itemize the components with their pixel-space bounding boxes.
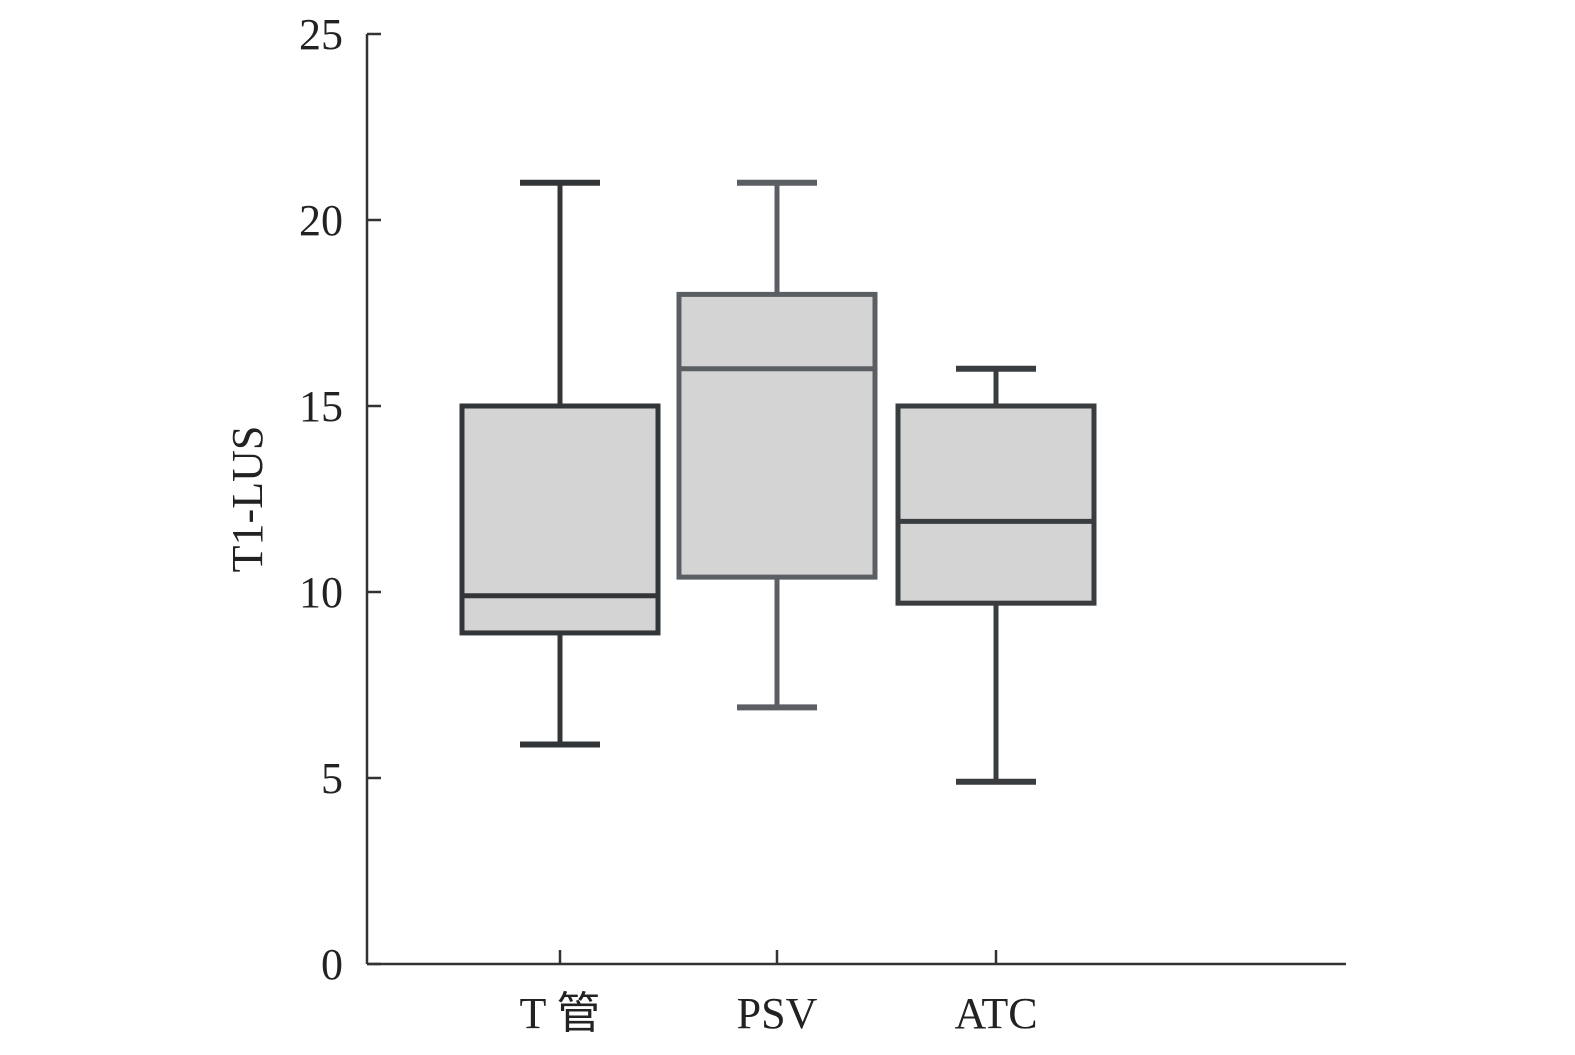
x-axis-ticks: T 管 PSV ATC bbox=[519, 950, 1038, 1038]
y-tick-label: 10 bbox=[299, 568, 343, 617]
y-tick-label: 25 bbox=[299, 10, 343, 59]
iqr-box bbox=[459, 403, 661, 636]
boxes bbox=[459, 179, 1097, 785]
y-axis-title: T1-LUS bbox=[223, 426, 272, 573]
x-tick-label: T 管 bbox=[519, 989, 600, 1038]
y-tick-label: 20 bbox=[299, 196, 343, 245]
iqr-box bbox=[895, 403, 1097, 606]
y-tick-label: 0 bbox=[321, 940, 343, 989]
box-group bbox=[459, 179, 661, 748]
x-tick-label: ATC bbox=[954, 989, 1037, 1038]
box-group bbox=[676, 179, 878, 711]
y-tick-label: 5 bbox=[321, 754, 343, 803]
y-axis-ticks: 0 5 10 15 20 25 bbox=[299, 10, 381, 989]
y-tick-label: 15 bbox=[299, 382, 343, 431]
box-group bbox=[895, 365, 1097, 785]
x-tick-label: PSV bbox=[737, 989, 818, 1038]
iqr-box bbox=[676, 291, 878, 580]
axes bbox=[365, 34, 1346, 966]
